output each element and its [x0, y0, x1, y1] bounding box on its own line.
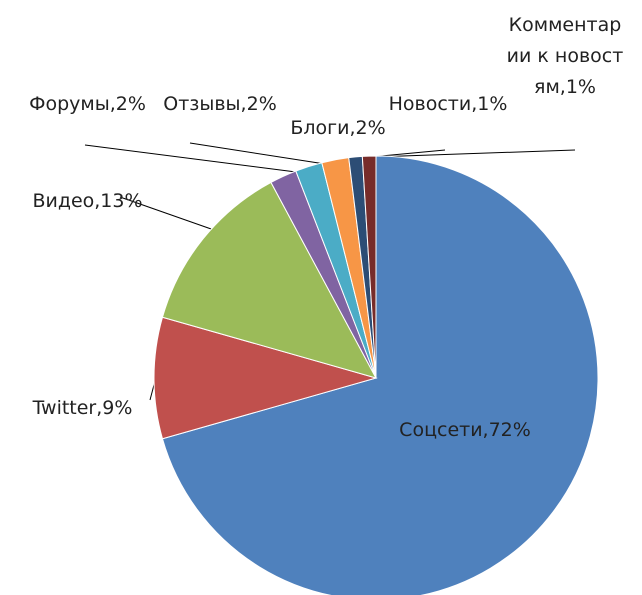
data-label: Видео,13% [32, 190, 143, 212]
leader-line [84, 144, 297, 173]
leader-lines [84, 142, 576, 401]
leader-line [373, 149, 576, 158]
leader-line [119, 196, 215, 231]
pie-slice [153, 316, 378, 440]
data-label: Комментарии к новостям,1% [506, 14, 624, 98]
leader-line [189, 142, 326, 165]
data-label: Новости,1% [388, 93, 508, 115]
pie-slice [161, 155, 599, 595]
data-label: Twitter,9% [32, 397, 133, 419]
pie-slice [361, 155, 377, 379]
data-label: Блоги,2% [290, 117, 386, 139]
data-label: Соцсети,72% [399, 419, 531, 441]
data-label: Форумы,2% [29, 93, 146, 115]
data-label: Отзывы,2% [163, 93, 277, 115]
pie-slice [161, 181, 377, 379]
